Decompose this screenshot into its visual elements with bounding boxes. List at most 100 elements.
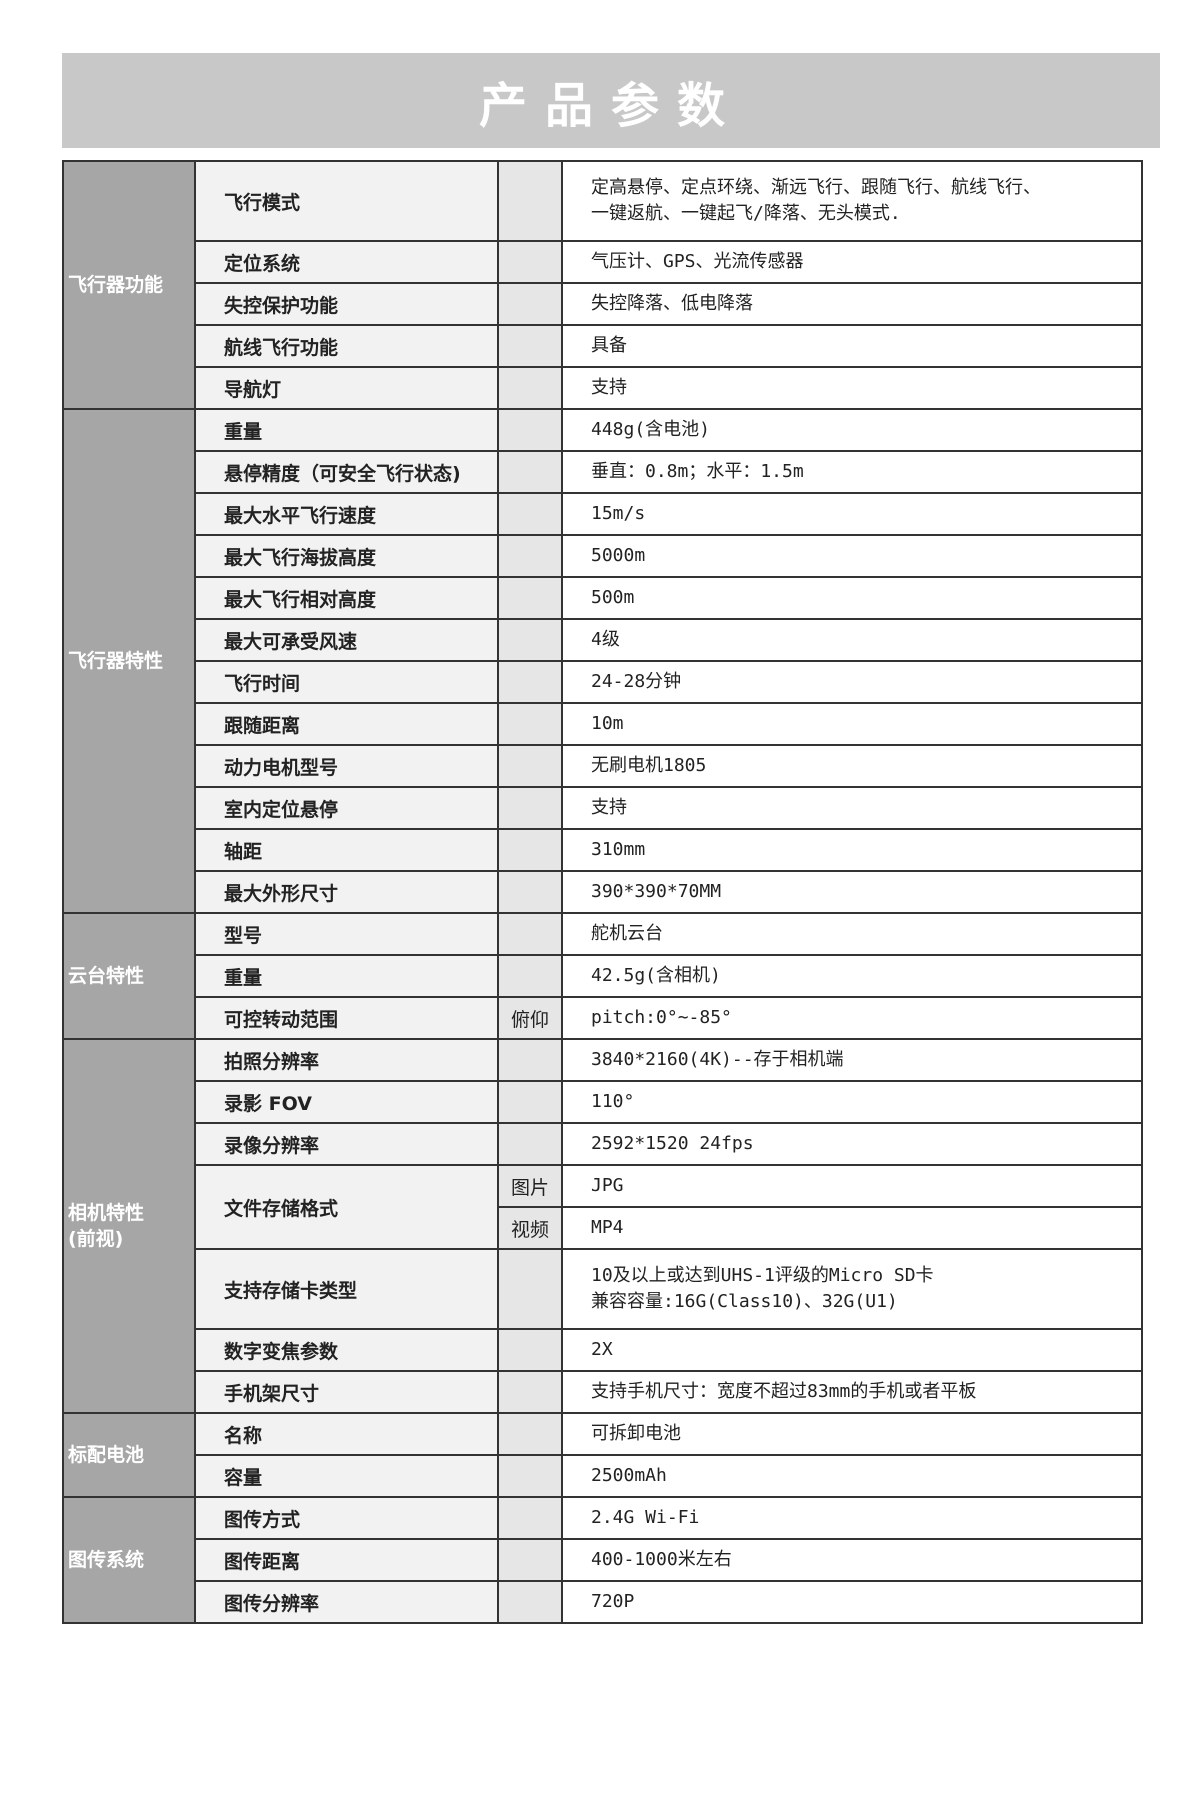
spec-row: 标配电池 名称 可拆卸电池 <box>62 1412 1143 1498</box>
spec-label: 轴距 <box>194 828 499 872</box>
spec-table: 飞行器功能 飞行模式 定高悬停、定点环绕、渐远飞行、跟随飞行、航线飞行、 一键返航、… <box>62 160 1143 1624</box>
spec-row: 失控保护功能 失控降落、低电降落 <box>63 282 1143 326</box>
category-cell: 图传系统 <box>62 1496 196 1624</box>
spec-row: 飞行时间 24-28分钟 <box>63 660 1143 704</box>
spec-subcategory <box>497 160 563 242</box>
spec-label: 悬停精度（可安全飞行状态) <box>194 450 499 494</box>
spec-value: 310mm <box>561 828 1143 872</box>
spec-subcategory <box>497 912 563 956</box>
spec-value: 500m <box>561 576 1143 620</box>
spec-row: 录影 FOV 110° <box>63 1080 1143 1124</box>
spec-label: 动力电机型号 <box>194 744 499 788</box>
spec-row: 手机架尺寸 支持手机尺寸：宽度不超过83mm的手机或者平板 <box>63 1370 1143 1414</box>
spec-label: 最大可承受风速 <box>194 618 499 662</box>
spec-row: 重量 42.5g(含相机) <box>63 954 1143 998</box>
spec-subcategory <box>497 828 563 872</box>
spec-subcategory <box>497 702 563 746</box>
spec-label: 最大外形尺寸 <box>194 870 499 914</box>
spec-row: 图传距离 400-1000米左右 <box>63 1538 1143 1582</box>
spec-value: 失控降落、低电降落 <box>561 282 1143 326</box>
spec-label: 最大飞行海拔高度 <box>194 534 499 578</box>
spec-value: 舵机云台 <box>561 912 1143 956</box>
spec-label: 航线飞行功能 <box>194 324 499 368</box>
spec-value: 支持 <box>561 366 1143 410</box>
spec-row: 最大飞行海拔高度 5000m <box>63 534 1143 578</box>
spec-label: 飞行模式 <box>194 160 499 242</box>
spec-label: 定位系统 <box>194 240 499 284</box>
spec-subcategory: 俯仰 <box>497 996 563 1040</box>
spec-value: 3840*2160(4K)--存于相机端 <box>561 1038 1143 1082</box>
spec-value: MP4 <box>561 1206 1143 1250</box>
spec-value: 垂直：0.8m；水平：1.5m <box>561 450 1143 494</box>
spec-subcategory <box>497 618 563 662</box>
spec-subcategory <box>497 870 563 914</box>
spec-subcategory <box>497 786 563 830</box>
spec-value: pitch:0°~-85° <box>561 996 1143 1040</box>
spec-value: 10m <box>561 702 1143 746</box>
spec-row: 容量 2500mAh <box>63 1454 1143 1498</box>
category-cell: 云台特性 <box>62 912 196 1040</box>
spec-row: 相机特性 (前视) 拍照分辨率 3840*2160(4K)--存于相机端 <box>62 1038 1143 1414</box>
spec-label: 失控保护功能 <box>194 282 499 326</box>
spec-value: 400-1000米左右 <box>561 1538 1143 1582</box>
spec-row: 最大水平飞行速度 15m/s <box>63 492 1143 536</box>
spec-label: 室内定位悬停 <box>194 786 499 830</box>
title-banner: 产品参数 <box>62 53 1160 148</box>
spec-subcategory <box>497 1538 563 1582</box>
spec-label: 录影 FOV <box>194 1080 499 1124</box>
spec-row: 定位系统 气压计、GPS、光流传感器 <box>63 240 1143 284</box>
spec-subcategory <box>497 534 563 578</box>
spec-row: 飞行器功能 飞行模式 定高悬停、定点环绕、渐远飞行、跟随飞行、航线飞行、 一键返航、… <box>62 160 1143 410</box>
spec-subcategory <box>497 576 563 620</box>
spec-value: 2.4G Wi-Fi <box>561 1496 1143 1540</box>
spec-value: 390*390*70MM <box>561 870 1143 914</box>
spec-value: 无刷电机1805 <box>561 744 1143 788</box>
spec-subcategory <box>497 660 563 704</box>
spec-value: JPG <box>561 1164 1143 1208</box>
spec-value: 448g(含电池) <box>561 408 1143 452</box>
spec-row: 轴距 310mm <box>63 828 1143 872</box>
spec-subcategory <box>497 744 563 788</box>
spec-label: 名称 <box>194 1412 499 1456</box>
spec-label: 重量 <box>194 954 499 998</box>
spec-subcategory <box>497 282 563 326</box>
spec-subcategory <box>497 324 563 368</box>
spec-row: 录像分辨率 2592*1520 24fps <box>63 1122 1143 1166</box>
spec-subcategory <box>497 1248 563 1330</box>
spec-value: 定高悬停、定点环绕、渐远飞行、跟随飞行、航线飞行、 一键返航、一键起飞/降落、无… <box>561 160 1143 242</box>
spec-value: 10及以上或达到UHS-1评级的Micro SD卡 兼容容量:16G(Class… <box>561 1248 1143 1330</box>
spec-subcategory <box>497 492 563 536</box>
spec-subcategory <box>497 1122 563 1166</box>
spec-row: 最大飞行相对高度 500m <box>63 576 1143 620</box>
spec-subcategory <box>497 1454 563 1498</box>
spec-label: 型号 <box>194 912 499 956</box>
spec-subcategory: 图片 <box>497 1164 563 1208</box>
spec-value: 可拆卸电池 <box>561 1412 1143 1456</box>
spec-row: 室内定位悬停 支持 <box>63 786 1143 830</box>
spec-label: 可控转动范围 <box>194 996 499 1040</box>
spec-subcategory <box>497 1328 563 1372</box>
spec-label: 最大飞行相对高度 <box>194 576 499 620</box>
spec-row: 航线飞行功能 具备 <box>63 324 1143 368</box>
spec-subcategory <box>497 1496 563 1540</box>
spec-row: 图传分辨率 720P <box>63 1580 1143 1624</box>
spec-subcategory <box>497 1038 563 1082</box>
spec-row: 跟随距离 10m <box>63 702 1143 746</box>
spec-label: 导航灯 <box>194 366 499 410</box>
spec-value: 4级 <box>561 618 1143 662</box>
spec-value: 支持手机尺寸：宽度不超过83mm的手机或者平板 <box>561 1370 1143 1414</box>
spec-row: 最大可承受风速 4级 <box>63 618 1143 662</box>
spec-value: 2592*1520 24fps <box>561 1122 1143 1166</box>
spec-subcategory <box>497 450 563 494</box>
spec-row: 云台特性 型号 舵机云台 <box>62 912 1143 1040</box>
spec-label: 录像分辨率 <box>194 1122 499 1166</box>
spec-label: 跟随距离 <box>194 702 499 746</box>
spec-label: 数字变焦参数 <box>194 1328 499 1372</box>
spec-row: 数字变焦参数 2X <box>63 1328 1143 1372</box>
spec-label: 图传分辨率 <box>194 1580 499 1624</box>
spec-label: 飞行时间 <box>194 660 499 704</box>
spec-label: 图传距离 <box>194 1538 499 1582</box>
spec-subcategory <box>497 954 563 998</box>
spec-row: 支持存储卡类型 10及以上或达到UHS-1评级的Micro SD卡 兼容容量:16… <box>63 1248 1143 1330</box>
spec-row: 导航灯 支持 <box>63 366 1143 410</box>
